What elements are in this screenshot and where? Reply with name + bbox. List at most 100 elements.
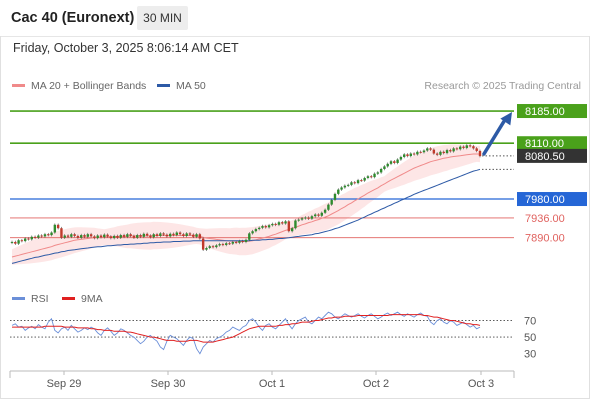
candle-body [449, 150, 452, 152]
candle-body [363, 177, 366, 181]
candle-body [468, 145, 472, 147]
candle-body [76, 235, 80, 238]
candle-body [221, 244, 225, 246]
timeframe-badge[interactable]: 30 MIN [137, 6, 188, 30]
legend-ma50-label: MA 50 [176, 80, 206, 92]
candle-body [356, 180, 360, 184]
candle-body [27, 238, 30, 240]
candle-body [267, 225, 271, 228]
ma9-line [12, 314, 481, 343]
candle-body [136, 235, 139, 238]
time-tick-label-2: Oct 1 [259, 378, 285, 390]
candle-body [386, 163, 389, 167]
candle-body [192, 234, 195, 237]
candle-body [337, 189, 340, 194]
candle-body [472, 146, 475, 149]
candle-body [116, 235, 119, 238]
candle-body [416, 151, 419, 155]
candle-body [393, 161, 396, 163]
candle-body [112, 235, 116, 239]
candle-body [435, 153, 439, 155]
level-label-bg-0 [517, 104, 587, 119]
bollinger-band [12, 144, 480, 265]
candle-body [231, 241, 235, 244]
candle-body [439, 151, 442, 155]
candle-body [66, 235, 70, 237]
candle-body [459, 146, 462, 150]
candle-body [43, 234, 47, 237]
candle-body [122, 235, 126, 237]
candle-body [83, 235, 86, 237]
candle-body [442, 151, 445, 154]
candle-body [445, 150, 449, 154]
candle-body [412, 153, 416, 155]
candle-body [429, 148, 432, 150]
candle-body [14, 241, 17, 244]
level-label-3: 7936.00 [525, 213, 565, 225]
candle-body [10, 241, 14, 243]
instrument-title: Cac 40 (Euronext) [11, 10, 135, 26]
candle-body [168, 233, 172, 237]
candle-body [30, 236, 33, 240]
candle-body [323, 209, 327, 213]
candle-body [126, 234, 129, 237]
candle-body [287, 221, 291, 232]
candle-body [333, 193, 337, 200]
current-price-label-bg [517, 148, 587, 163]
candle-body [201, 238, 205, 250]
candle-body [47, 234, 50, 236]
candle-body [290, 228, 294, 232]
candle-body [172, 233, 175, 236]
candle-body [37, 235, 40, 238]
candle-body [379, 168, 383, 173]
candle-body [284, 221, 287, 224]
candle-body [218, 244, 221, 246]
candle-body [205, 247, 208, 250]
level-label-bg-2 [517, 192, 587, 207]
candle-body [317, 214, 320, 216]
candle-body [419, 151, 422, 153]
candle-body [455, 148, 459, 150]
candle-body [310, 216, 314, 219]
rsi-line [11, 311, 481, 355]
candle-body [271, 223, 274, 226]
candle-body [132, 235, 136, 238]
candle-body [307, 217, 310, 219]
candle-body [370, 176, 373, 178]
time-tick-label-3: Oct 2 [363, 378, 389, 390]
candle-body [40, 235, 43, 237]
candle-body [238, 241, 241, 243]
timestamp: Friday, October 3, 2025 8:06:14 AM CET [13, 41, 239, 55]
candle-body [327, 204, 330, 210]
candle-body [402, 154, 406, 157]
candle-body [274, 223, 277, 225]
candle-body [343, 185, 347, 188]
candle-body [208, 246, 211, 248]
candle-body [300, 218, 304, 220]
rsi-swatch [12, 296, 25, 300]
candle-body [33, 236, 37, 238]
candle-body [63, 235, 66, 238]
candle-body [103, 234, 106, 238]
level-label-0: 8185.00 [525, 106, 565, 118]
candle-body [215, 245, 218, 248]
candle-body [478, 150, 482, 157]
ma50-swatch [157, 83, 170, 87]
candle-body [185, 233, 188, 236]
chart-header: Cac 40 (Euronext) 30 MIN [0, 0, 590, 37]
candle-body [165, 234, 169, 237]
candle-body [188, 233, 192, 235]
candle-body [264, 226, 267, 228]
candle-body [198, 234, 202, 239]
legend-ma20: MA 20 + Bollinger Bands [12, 80, 146, 92]
candle-body [182, 234, 185, 236]
time-tick-label-4: Oct 3 [468, 378, 494, 390]
candle-body [346, 184, 350, 186]
candle-body [96, 235, 99, 239]
projection-arrow-head [500, 112, 512, 126]
legend-rsi: RSI [12, 293, 49, 305]
candle-body [432, 149, 436, 154]
candle-body [465, 145, 469, 148]
candle-body [314, 214, 317, 217]
